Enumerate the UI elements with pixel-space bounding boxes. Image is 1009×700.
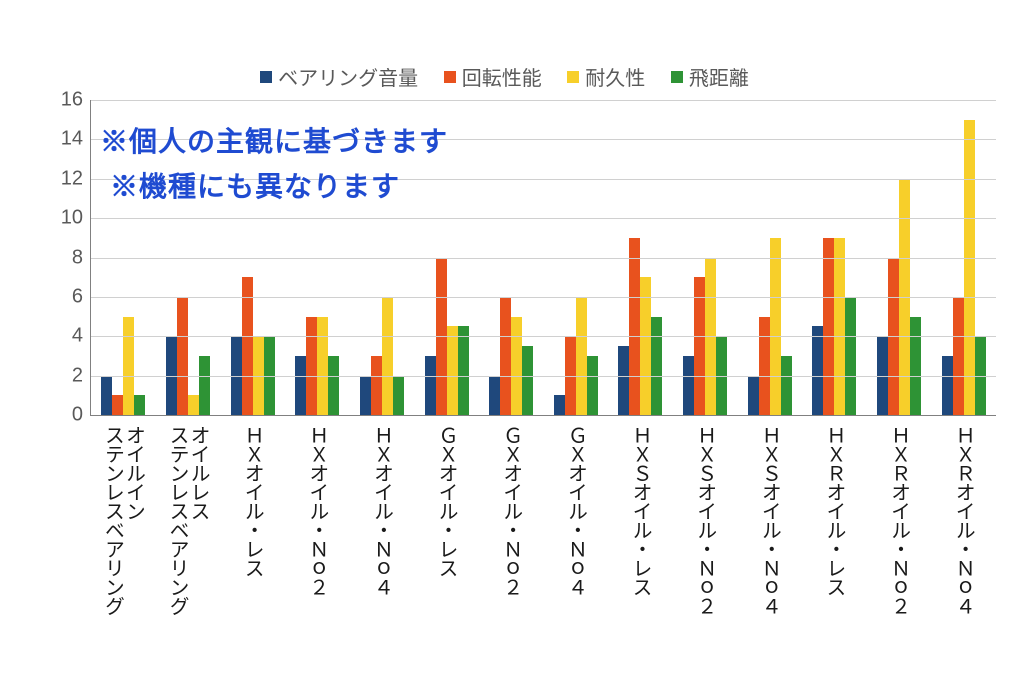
gridline <box>91 336 996 337</box>
bar <box>101 376 112 415</box>
x-tick-label: ＧＸオイル・レス <box>435 425 456 577</box>
bar <box>576 297 587 415</box>
x-tick-label: ＨＸＲオイル・Ｎｏ４ <box>952 425 973 615</box>
x-tick-label: オイルインステンレスベアリング <box>101 425 143 615</box>
bar <box>587 356 598 415</box>
y-tick-label: 14 <box>61 128 91 151</box>
x-tick-label: オイルレスステンレスベアリング <box>166 425 208 615</box>
bar <box>447 326 458 415</box>
bar <box>511 317 522 415</box>
bar <box>371 356 382 415</box>
x-tick-label: ＧＸオイル・Ｎｏ４ <box>564 425 585 596</box>
y-tick-label: 16 <box>61 89 91 112</box>
bar <box>781 356 792 415</box>
bar <box>953 297 964 415</box>
legend-item: 飛距離 <box>671 62 749 91</box>
bar <box>812 326 823 415</box>
y-tick-label: 4 <box>72 325 91 348</box>
bar <box>651 317 662 415</box>
y-tick-label: 10 <box>61 207 91 230</box>
bar <box>522 346 533 415</box>
bar <box>834 238 845 415</box>
bar <box>199 356 210 415</box>
bearing-comparison-chart: ベアリング音量 回転性能 耐久性 飛距離 0246810121416 オイルイン… <box>0 0 1009 700</box>
legend-swatch <box>567 71 579 83</box>
bar <box>500 297 511 415</box>
gridline <box>91 218 996 219</box>
y-tick-label: 12 <box>61 167 91 190</box>
gridline <box>91 139 996 140</box>
bar <box>770 238 781 415</box>
x-tick-label: ＨＸＲオイル・Ｎｏ２ <box>888 425 909 615</box>
legend-label: 耐久性 <box>585 62 645 91</box>
legend-item: ベアリング音量 <box>260 62 418 91</box>
bar <box>748 376 759 415</box>
bar <box>823 238 834 415</box>
gridline <box>91 376 996 377</box>
bar <box>845 297 856 415</box>
legend-item: 回転性能 <box>444 62 542 91</box>
bar <box>123 317 134 415</box>
bar <box>759 317 770 415</box>
bar <box>393 376 404 415</box>
legend-swatch <box>671 71 683 83</box>
gridline <box>91 258 996 259</box>
x-tick-label: ＨＸＲオイル・レス <box>823 425 844 596</box>
bar <box>618 346 629 415</box>
legend-swatch <box>260 71 272 83</box>
bar <box>328 356 339 415</box>
bar <box>295 356 306 415</box>
bar <box>683 356 694 415</box>
bar <box>134 395 145 415</box>
legend: ベアリング音量 回転性能 耐久性 飛距離 <box>0 62 1009 91</box>
bar <box>306 317 317 415</box>
bar <box>458 326 469 415</box>
bar <box>382 297 393 415</box>
bar <box>554 395 565 415</box>
legend-label: ベアリング音量 <box>278 62 418 91</box>
y-tick-label: 8 <box>72 246 91 269</box>
bar <box>910 317 921 415</box>
bar <box>360 376 371 415</box>
bar <box>489 376 500 415</box>
bar <box>188 395 199 415</box>
y-tick-label: 6 <box>72 285 91 308</box>
x-tick-label: ＨＸオイル・Ｎｏ４ <box>370 425 391 596</box>
x-tick-label: ＨＸＳオイル・Ｎｏ２ <box>694 425 715 615</box>
plot-area: 0246810121416 <box>90 100 996 416</box>
gridline <box>91 100 996 101</box>
bar <box>425 356 436 415</box>
bar <box>629 238 640 415</box>
x-tick-label: ＨＸＳオイル・レス <box>629 425 650 596</box>
gridline <box>91 179 996 180</box>
legend-item: 耐久性 <box>567 62 645 91</box>
x-tick-label: ＨＸＳオイル・Ｎｏ４ <box>758 425 779 615</box>
bar <box>964 120 975 415</box>
x-tick-label: ＨＸオイル・レス <box>241 425 262 577</box>
x-tick-label: ＨＸオイル・Ｎｏ２ <box>306 425 327 596</box>
x-tick-label: ＧＸオイル・Ｎｏ２ <box>500 425 521 596</box>
gridline <box>91 297 996 298</box>
legend-label: 飛距離 <box>689 62 749 91</box>
legend-swatch <box>444 71 456 83</box>
y-tick-label: 2 <box>72 364 91 387</box>
bar <box>942 356 953 415</box>
legend-label: 回転性能 <box>462 62 542 91</box>
bar <box>317 317 328 415</box>
bar <box>112 395 123 415</box>
y-tick-label: 0 <box>72 404 91 427</box>
bar <box>177 297 188 415</box>
